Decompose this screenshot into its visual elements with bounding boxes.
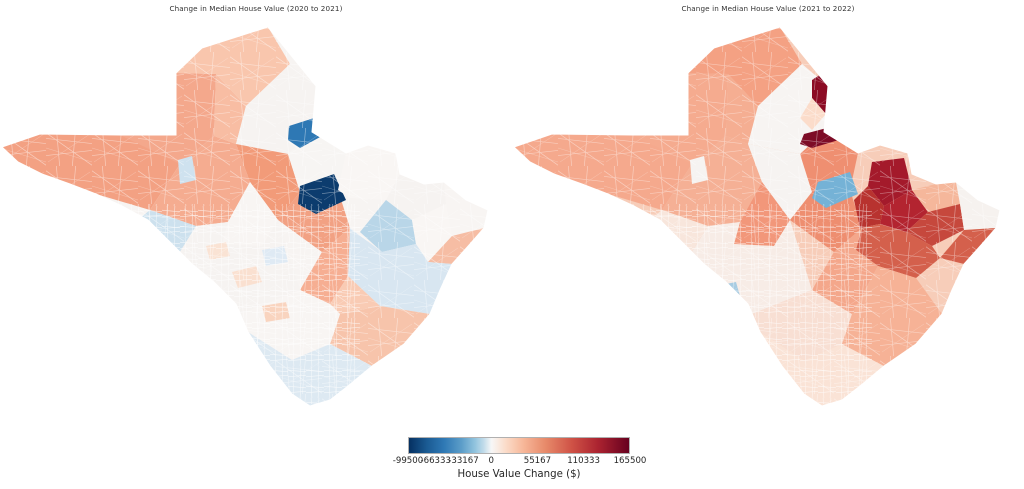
colorbar-gradient — [408, 437, 630, 454]
tract — [674, 288, 694, 308]
tract — [318, 104, 348, 120]
tract — [166, 314, 214, 358]
colorbar-tick: 110333 — [567, 456, 600, 466]
map-svg-right — [513, 26, 1001, 407]
colorbar-tick: -33167 — [448, 456, 479, 466]
colorbar-tick: 0 — [488, 456, 494, 466]
colorbar-tick: -99500 — [392, 456, 424, 466]
colorbar-tick: 55167 — [523, 456, 552, 466]
colorbar-tick-labels: -99500 -66333 -33167 0 55167 110333 165500 — [393, 455, 647, 467]
colorbar-tick: -66333 — [420, 456, 451, 466]
map-svg-left — [1, 26, 489, 407]
colorbar-tick: 165500 — [613, 456, 647, 466]
tract-decline — [136, 264, 166, 288]
map-regions-right — [514, 27, 1000, 406]
county-outline — [1, 26, 489, 407]
panel-title-right: Change in Median House Value (2021 to 20… — [681, 4, 855, 13]
map-panel-left: Change in Median House Value (2020 to 20… — [0, 0, 512, 430]
county-outline — [513, 26, 1001, 407]
colorbar-axis-label: House Value Change ($) — [457, 469, 581, 480]
tract-decline — [684, 272, 712, 296]
colorbar[interactable]: -99500 -66333 -33167 0 55167 110333 165500 Hou… — [393, 437, 646, 480]
tract — [314, 110, 348, 136]
panel-title-left: Change in Median House Value (2020 to 20… — [169, 4, 343, 13]
choropleth-map-2021-2022[interactable] — [512, 14, 1024, 426]
tract-decline — [146, 280, 176, 302]
choropleth-map-2020-2021[interactable] — [0, 14, 512, 426]
map-panel-right: Change in Median House Value (2021 to 20… — [512, 0, 1024, 430]
map-regions-left — [2, 27, 488, 406]
